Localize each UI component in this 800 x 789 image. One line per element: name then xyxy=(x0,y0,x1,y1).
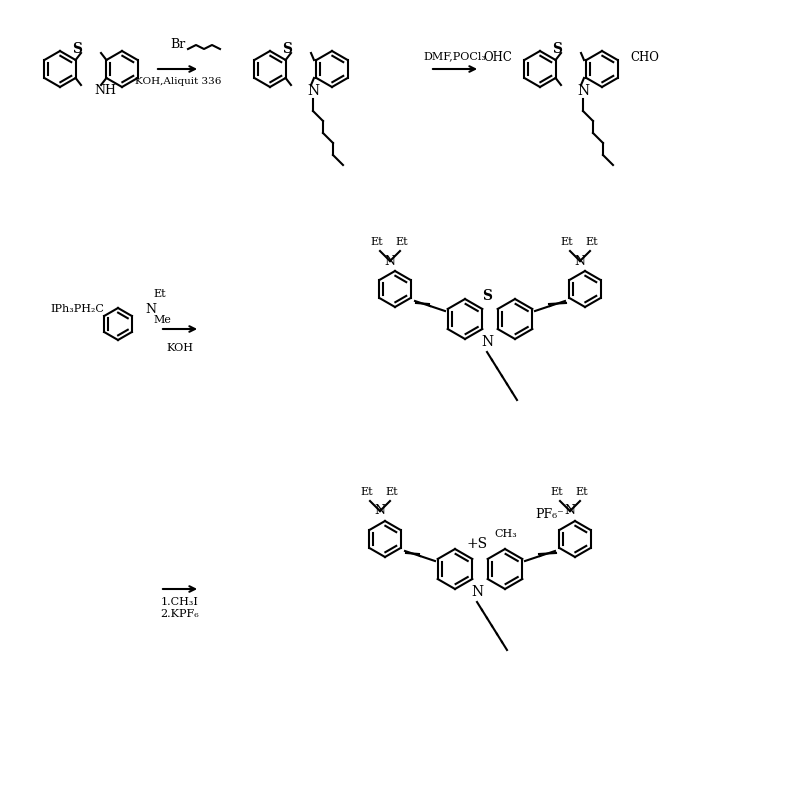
Text: N: N xyxy=(481,335,493,349)
Text: NH: NH xyxy=(94,84,116,96)
Text: Et: Et xyxy=(386,487,398,497)
Text: N: N xyxy=(385,255,395,267)
Text: N: N xyxy=(374,504,386,518)
Text: +S: +S xyxy=(466,537,487,551)
Text: KOH: KOH xyxy=(166,343,194,353)
Text: N: N xyxy=(145,302,156,316)
Text: OHC: OHC xyxy=(483,50,512,63)
Text: Et: Et xyxy=(586,237,598,247)
Text: CHO: CHO xyxy=(630,50,659,63)
Text: S: S xyxy=(482,289,492,303)
Text: Et: Et xyxy=(550,487,563,497)
Text: Et: Et xyxy=(370,237,383,247)
Text: S: S xyxy=(72,42,82,56)
Text: S: S xyxy=(282,42,292,56)
Text: DMF,POCl₃: DMF,POCl₃ xyxy=(423,51,486,61)
Text: Br: Br xyxy=(170,38,186,51)
Text: N: N xyxy=(307,84,319,98)
Text: S: S xyxy=(552,42,562,56)
Text: Et: Et xyxy=(561,237,574,247)
Text: CH₃: CH₃ xyxy=(494,529,517,539)
Text: Et: Et xyxy=(361,487,374,497)
Text: Et: Et xyxy=(576,487,588,497)
Text: 1.CH₃I: 1.CH₃I xyxy=(161,597,199,607)
Text: PF₆⁻: PF₆⁻ xyxy=(535,507,564,521)
Text: IPh₃PH₂C: IPh₃PH₂C xyxy=(50,304,104,314)
Text: Me: Me xyxy=(153,315,171,325)
Text: N: N xyxy=(565,504,575,518)
Text: N: N xyxy=(574,255,586,267)
Text: Et: Et xyxy=(396,237,408,247)
Text: 2.KPF₆: 2.KPF₆ xyxy=(161,609,199,619)
Text: KOH,Aliquit 336: KOH,Aliquit 336 xyxy=(135,77,221,86)
Text: N: N xyxy=(471,585,483,599)
Text: N: N xyxy=(577,84,589,98)
Text: Et: Et xyxy=(153,289,166,299)
